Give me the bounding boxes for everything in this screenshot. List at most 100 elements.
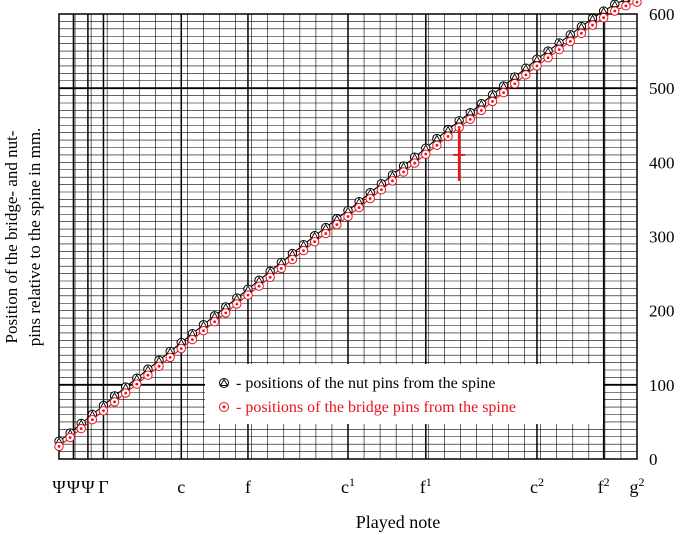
x-tick-label: g2 [630, 475, 645, 497]
marker-dot [591, 23, 594, 27]
marker-dot [324, 232, 328, 235]
marker-dot [346, 215, 350, 218]
bridge-pin-point [54, 441, 64, 452]
bridge-pin-point [243, 290, 253, 300]
bridge-pin-point [87, 414, 98, 425]
marker-dot [491, 100, 494, 103]
bridge-pin-point [143, 370, 153, 380]
marker-dot [268, 275, 272, 279]
marker-dot [257, 284, 261, 288]
marker-dot [113, 400, 116, 404]
x-tick-label: c2 [530, 475, 544, 497]
x-tick-label: Γ [98, 477, 108, 497]
bridge-pin-point [376, 185, 387, 195]
x-tick-label: f1 [420, 475, 432, 497]
y-tick-label: 300 [649, 228, 675, 247]
x-tick-superscript: 2 [604, 475, 610, 489]
series-layer [54, 0, 642, 452]
x-tick-label: f [245, 477, 251, 497]
marker-dot [368, 197, 372, 201]
x-tick-label: Ψ [52, 477, 66, 497]
bridge-pin-point [454, 122, 464, 133]
bridge-pin-point [598, 13, 609, 23]
marker-dot [57, 444, 61, 448]
y-axis-label-line2: pins relative to the spine in mm. [25, 128, 44, 347]
marker-dot [102, 409, 105, 413]
major-grid [59, 14, 637, 459]
x-tick-superscript: 2 [538, 475, 544, 489]
legend-box [205, 364, 603, 424]
bridge-pin-point [221, 308, 231, 318]
marker-dot [546, 56, 550, 60]
y-tick-label: 400 [649, 153, 675, 172]
bridge-pin-point [187, 334, 198, 345]
bridge-pin-point [287, 254, 298, 265]
plot-frame [58, 13, 638, 460]
bridge-pin-point [554, 44, 564, 55]
bridge-pin-point [198, 325, 209, 336]
marker-dot [357, 206, 361, 209]
y-tick-label: 200 [649, 302, 675, 321]
marker-dot [624, 4, 628, 8]
legend-label-bridge: - positions of the bridge pins from the … [236, 399, 516, 416]
marker-dot [124, 391, 128, 395]
marker-dot [513, 82, 517, 86]
legend: - positions of the nut pins from the spi… [205, 364, 603, 424]
marker-dot [557, 48, 561, 51]
y-axis-label-line1: Position of the bridge- and nut- [2, 130, 21, 343]
x-tick-label: Ψ [67, 477, 81, 497]
y-axis-ticks: 0 100 200 300 400 500 600 [649, 5, 675, 469]
nut-pin-point [576, 21, 587, 32]
nut-pin-point [510, 72, 520, 82]
bridge-pin-point [398, 167, 409, 177]
bridge-pin-point [309, 236, 320, 247]
x-tick-label: Ψ [81, 477, 95, 497]
bridge-pin-point [543, 53, 553, 63]
y-tick-label: 500 [649, 79, 675, 98]
bridge-pin-point [587, 20, 598, 30]
bridge-pin-point [276, 263, 287, 274]
marker-dot [146, 373, 150, 377]
marker-dot [402, 170, 405, 174]
bridge-pin-point [443, 131, 453, 142]
marker-dot [435, 143, 439, 147]
bridge-pin-point [65, 432, 75, 443]
x-tick-label: f2 [598, 475, 610, 497]
x-tick-superscript: 2 [639, 475, 645, 489]
bridge-pin-point [232, 299, 242, 309]
y-axis-label: Position of the bridge- and nut- pins re… [2, 128, 44, 347]
marker-dot [335, 223, 339, 227]
bridge-pin-point [387, 176, 398, 186]
marker-dot [446, 134, 450, 138]
marker-dot [413, 161, 417, 165]
bridge-pin-point [632, 0, 642, 7]
marker-dot [179, 347, 183, 350]
y-tick-label: 100 [649, 376, 675, 395]
marker-dot [502, 91, 506, 95]
annotation-layer [453, 128, 466, 181]
bridge-pin-point [421, 149, 431, 159]
marker-dot [524, 73, 528, 77]
marker-dot [379, 188, 383, 192]
bridge-pin-point [176, 343, 186, 354]
marker-dot [613, 9, 617, 13]
bridge-pin-point [576, 28, 587, 38]
bridge-pin-point [120, 388, 131, 398]
bridge-pin-point [98, 406, 109, 416]
marker-dot [580, 31, 583, 35]
bridge-pin-point [165, 352, 175, 363]
bridge-pin-point [132, 379, 142, 389]
bridge-pin-point [610, 6, 620, 16]
legend-label-nut: - positions of the nut pins from the spi… [236, 375, 496, 392]
marker-dot [602, 16, 606, 20]
legend-marker-nut [219, 378, 229, 388]
marker-dot [568, 40, 572, 43]
marker-dot [79, 427, 83, 430]
bridge-pin-point [209, 317, 220, 327]
bridge-pin-point [354, 202, 364, 213]
y-tick-label: 600 [649, 5, 675, 24]
y-tick-label: 0 [649, 450, 658, 469]
marker-dot [302, 249, 305, 252]
